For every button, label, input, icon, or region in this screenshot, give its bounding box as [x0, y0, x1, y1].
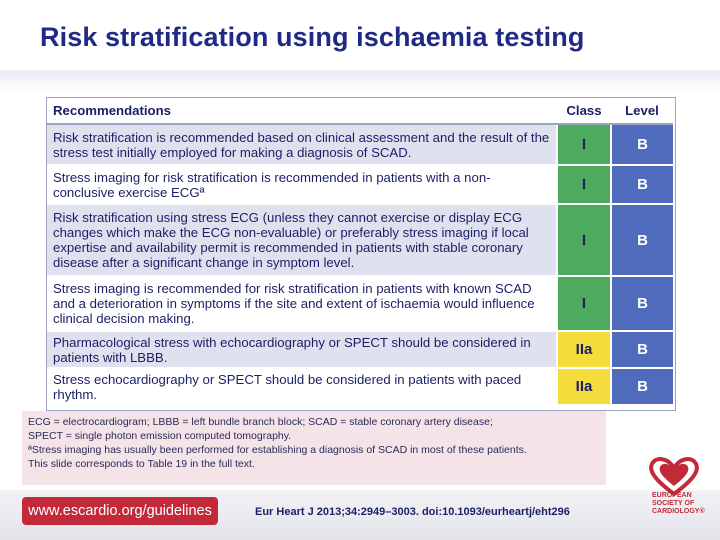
recommendation-text: Risk stratification is recommended based… — [47, 124, 557, 166]
footnote-line: ECG = electrocardiogram; LBBB = left bun… — [28, 416, 493, 428]
class-cell: IIa — [556, 368, 611, 406]
level-cell: B — [610, 276, 673, 332]
header-level: Level — [611, 98, 673, 125]
footnote-line: SPECT = single photon emission computed … — [28, 430, 292, 442]
table-row: Stress echocardiography or SPECT should … — [47, 368, 673, 406]
class-cell: I — [556, 276, 611, 332]
recommendation-text: Stress echocardiography or SPECT should … — [47, 368, 557, 406]
footnote-line: This slide corresponds to Table 19 in th… — [28, 458, 255, 470]
header-class: Class — [557, 98, 611, 125]
esc-logo-text: EUROPEAN SOCIETY OF CARDIOLOGY® — [652, 492, 705, 515]
footnote-box: ECG = electrocardiogram; LBBB = left bun… — [22, 411, 606, 485]
class-cell: IIa — [556, 331, 611, 369]
recommendation-text: Pharmacological stress with echocardiogr… — [47, 331, 557, 369]
table-row: Risk stratification is recommended based… — [47, 124, 673, 166]
level-cell: B — [610, 165, 673, 205]
class-cell: I — [556, 165, 611, 205]
table-header-row: Recommendations Class Level — [47, 98, 673, 125]
citation: Eur Heart J 2013;34:2949–3003. doi:10.10… — [255, 506, 570, 518]
recommendation-text: Stress imaging is recommended for risk s… — [47, 276, 557, 332]
table-row: Pharmacological stress with echocardiogr… — [47, 331, 673, 369]
esc-heart-logo-icon — [649, 457, 699, 497]
guidelines-link[interactable]: www.escardio.org/guidelines — [22, 497, 218, 525]
level-cell: B — [610, 124, 673, 166]
recommendations-table: Recommendations Class Level Risk stratif… — [46, 97, 676, 411]
title-divider — [0, 70, 720, 92]
table-row: Stress imaging is recommended for risk s… — [47, 276, 673, 332]
table-row: Risk stratification using stress ECG (un… — [47, 204, 673, 277]
table-row: Stress imaging for risk stratification i… — [47, 165, 673, 205]
footnote-line: ªStress imaging has usually been perform… — [28, 444, 527, 456]
level-cell: B — [610, 368, 673, 406]
header-recommendations: Recommendations — [47, 98, 557, 125]
recommendation-text: Stress imaging for risk stratification i… — [47, 165, 557, 205]
level-cell: B — [610, 204, 673, 277]
slide-title: Risk stratification using ischaemia test… — [40, 22, 585, 52]
class-cell: I — [556, 124, 611, 166]
class-cell: I — [556, 204, 611, 277]
recommendation-text: Risk stratification using stress ECG (un… — [47, 204, 557, 277]
level-cell: B — [610, 331, 673, 369]
